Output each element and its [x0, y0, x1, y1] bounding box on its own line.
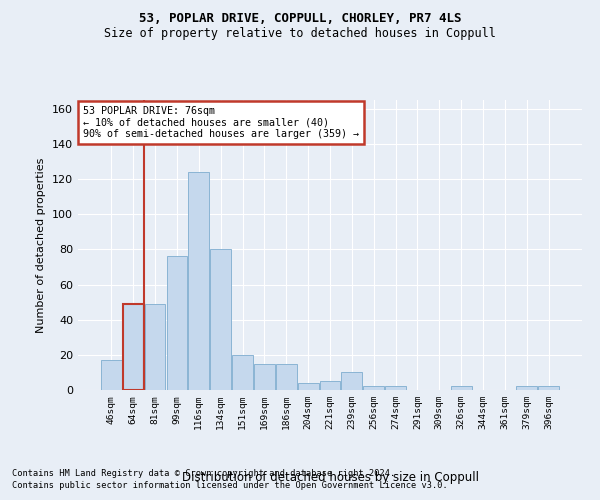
Bar [538, 386, 559, 390]
Bar [123, 304, 143, 390]
Bar [101, 360, 122, 390]
Text: Contains HM Land Registry data © Crown copyright and database right 2024.: Contains HM Land Registry data © Crown c… [12, 468, 395, 477]
Bar [145, 304, 166, 390]
Bar [385, 386, 406, 390]
Text: Contains public sector information licensed under the Open Government Licence v3: Contains public sector information licen… [12, 481, 448, 490]
Bar [188, 172, 209, 390]
Text: Size of property relative to detached houses in Coppull: Size of property relative to detached ho… [104, 28, 496, 40]
Bar [451, 386, 472, 390]
Bar [298, 383, 319, 390]
Text: 53 POPLAR DRIVE: 76sqm
← 10% of detached houses are smaller (40)
90% of semi-det: 53 POPLAR DRIVE: 76sqm ← 10% of detached… [83, 106, 359, 139]
X-axis label: Distribution of detached houses by size in Coppull: Distribution of detached houses by size … [182, 471, 479, 484]
Y-axis label: Number of detached properties: Number of detached properties [37, 158, 46, 332]
Bar [364, 386, 384, 390]
Bar [254, 364, 275, 390]
Bar [341, 372, 362, 390]
Bar [210, 250, 231, 390]
Bar [320, 381, 340, 390]
Bar [232, 355, 253, 390]
Bar [167, 256, 187, 390]
Bar [517, 386, 537, 390]
Bar [276, 364, 296, 390]
Text: 53, POPLAR DRIVE, COPPULL, CHORLEY, PR7 4LS: 53, POPLAR DRIVE, COPPULL, CHORLEY, PR7 … [139, 12, 461, 26]
